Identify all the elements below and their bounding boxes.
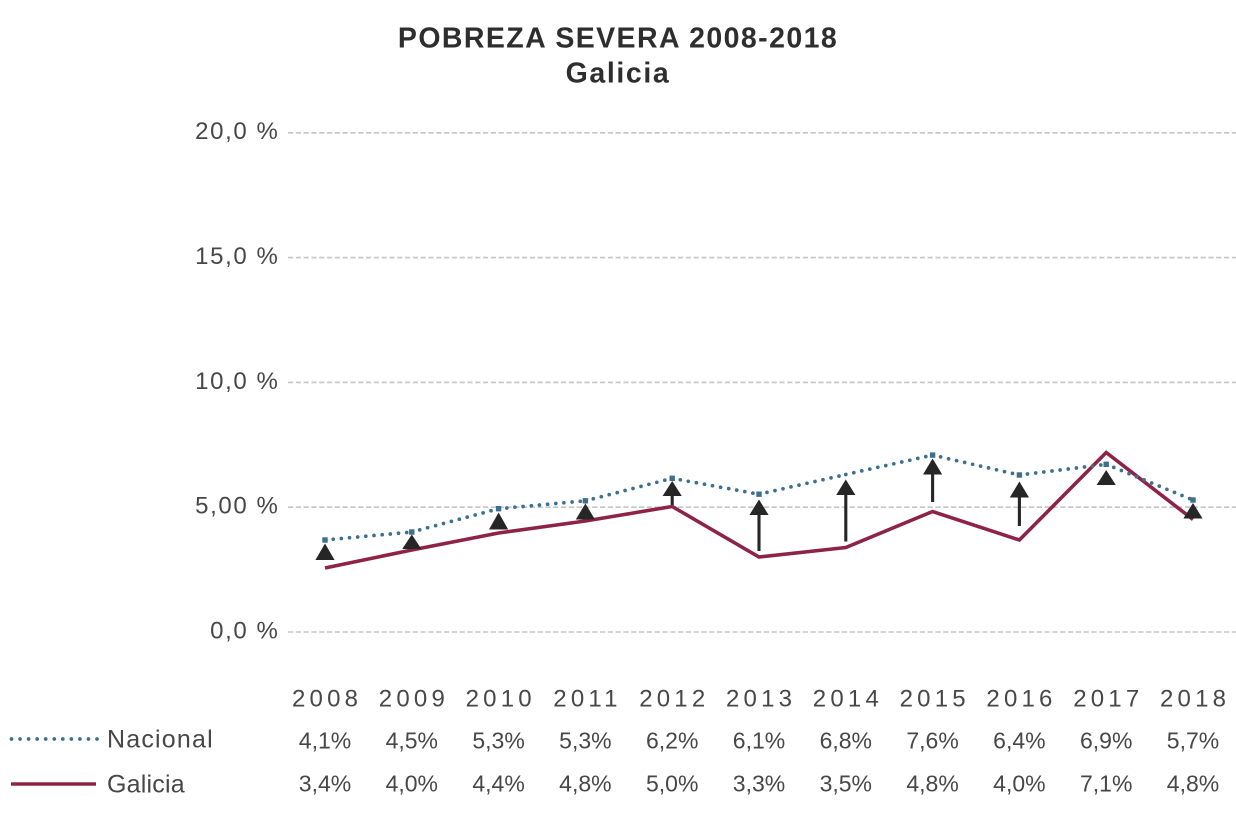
- svg-text:4,8%: 4,8%: [1167, 770, 1219, 796]
- svg-text:Galicia: Galicia: [566, 58, 671, 90]
- svg-text:4,4%: 4,4%: [472, 770, 524, 796]
- svg-text:5,0%: 5,0%: [646, 770, 698, 796]
- svg-text:2009: 2009: [379, 686, 449, 713]
- svg-text:2011: 2011: [553, 686, 621, 713]
- svg-text:3,5%: 3,5%: [820, 770, 872, 796]
- svg-text:6,9%: 6,9%: [1080, 727, 1132, 753]
- svg-text:2016: 2016: [986, 686, 1056, 713]
- svg-text:2015: 2015: [900, 686, 970, 713]
- svg-text:5,3%: 5,3%: [472, 727, 524, 753]
- svg-text:6,2%: 6,2%: [646, 727, 698, 753]
- svg-text:3,3%: 3,3%: [733, 770, 785, 796]
- svg-text:4,1%: 4,1%: [299, 727, 351, 753]
- svg-text:POBREZA SEVERA 2008-2018: POBREZA SEVERA 2008-2018: [398, 23, 838, 55]
- svg-text:5,3%: 5,3%: [559, 727, 611, 753]
- svg-text:5,7%: 5,7%: [1167, 727, 1219, 753]
- svg-text:4,8%: 4,8%: [559, 770, 611, 796]
- svg-text:7,6%: 7,6%: [906, 727, 958, 753]
- svg-text:3,4%: 3,4%: [299, 770, 351, 796]
- svg-text:2008: 2008: [292, 686, 362, 713]
- svg-text:4,0%: 4,0%: [993, 770, 1045, 796]
- svg-text:Nacional: Nacional: [107, 726, 214, 754]
- svg-text:4,5%: 4,5%: [386, 727, 438, 753]
- svg-text:2017: 2017: [1073, 686, 1143, 713]
- svg-text:2014: 2014: [813, 686, 883, 713]
- svg-text:2010: 2010: [466, 686, 536, 713]
- svg-text:2018: 2018: [1160, 686, 1230, 713]
- svg-text:6,8%: 6,8%: [820, 727, 872, 753]
- svg-text:5,00 %: 5,00 %: [195, 493, 279, 520]
- svg-text:15,0 %: 15,0 %: [195, 243, 279, 270]
- svg-text:6,4%: 6,4%: [993, 727, 1045, 753]
- svg-text:6,1%: 6,1%: [733, 727, 785, 753]
- svg-text:7,1%: 7,1%: [1080, 770, 1132, 796]
- svg-text:20,0 %: 20,0 %: [195, 118, 279, 145]
- svg-text:4,8%: 4,8%: [906, 770, 958, 796]
- svg-text:10,0 %: 10,0 %: [195, 368, 279, 395]
- svg-text:2012: 2012: [639, 686, 709, 713]
- svg-text:Galicia: Galicia: [107, 771, 185, 799]
- svg-text:4,0%: 4,0%: [386, 770, 438, 796]
- svg-text:2013: 2013: [726, 686, 796, 713]
- svg-text:0,0 %: 0,0 %: [210, 617, 279, 644]
